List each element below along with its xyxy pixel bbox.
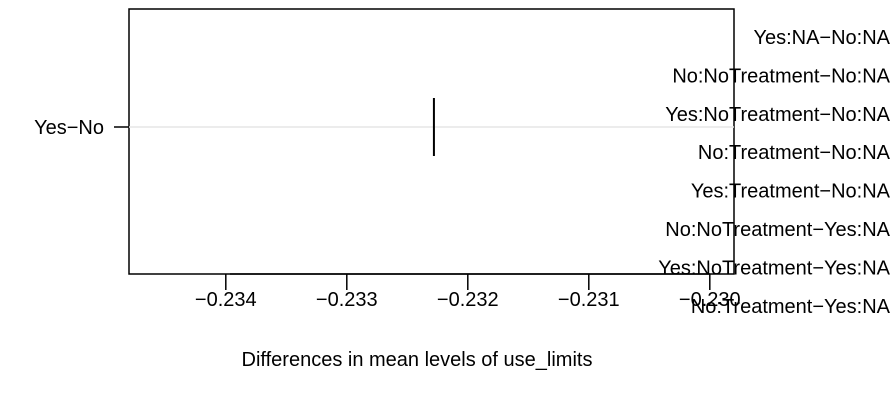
overlay-label: Yes:NoTreatment−No:NA xyxy=(665,104,890,126)
overlay-label: No:Treatment−No:NA xyxy=(698,142,891,164)
overlay-label: No:NoTreatment−No:NA xyxy=(672,65,890,87)
overlay-label: Yes:NoTreatment−Yes:NA xyxy=(658,257,890,279)
x-tick-label: −0.234 xyxy=(195,289,257,311)
x-tick-label: −0.230 xyxy=(679,289,741,311)
overlay-label: No:NoTreatment−Yes:NA xyxy=(665,219,890,241)
overlay-labels: Yes:NA−No:NA No:NoTreatment−No:NA Yes:NoTr… xyxy=(658,27,890,318)
y-tick-label: Yes−No xyxy=(34,117,104,139)
y-axis: Yes−No xyxy=(34,117,129,139)
plot-frame xyxy=(128,8,735,275)
overlay-label: No:Treatment−Yes:NA xyxy=(691,296,891,318)
overlay-label: Yes:Treatment−No:NA xyxy=(691,181,891,203)
plot-panel xyxy=(128,8,735,275)
x-axis: −0.234 −0.233 −0.232 −0.231 −0.230 xyxy=(195,273,741,311)
x-tick-label: −0.232 xyxy=(437,289,499,311)
overlay-label: Yes:NA−No:NA xyxy=(753,27,890,49)
x-tick-label: −0.231 xyxy=(558,289,620,311)
x-tick-label: −0.233 xyxy=(316,289,378,311)
x-axis-title: Differences in mean levels of use_limits xyxy=(242,349,593,371)
